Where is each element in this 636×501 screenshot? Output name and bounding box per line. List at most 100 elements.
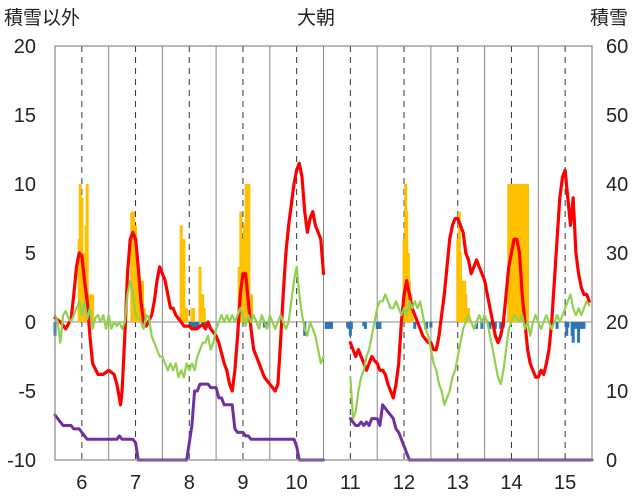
precip-bar — [405, 211, 409, 322]
precip-bar — [250, 294, 254, 322]
precip-bar — [362, 322, 366, 327]
precip-bar — [456, 239, 460, 322]
y-right-tick-label: 40 — [606, 174, 628, 196]
precip-bar — [429, 322, 433, 328]
precip-bar — [493, 322, 497, 329]
y-left-tick-label: 10 — [14, 174, 36, 196]
precip-bar — [85, 184, 89, 322]
precip-bar — [475, 322, 479, 329]
precip-bar — [190, 308, 194, 322]
precip-bar — [512, 184, 516, 322]
x-tick-label: 6 — [76, 472, 87, 494]
precipitation-bars — [53, 184, 586, 343]
x-tick-label: 7 — [130, 472, 141, 494]
precip-bar — [130, 211, 134, 322]
precip-bar — [190, 322, 194, 328]
precip-bar — [91, 294, 95, 322]
precip-bar — [410, 308, 414, 322]
x-tick-label: 14 — [500, 472, 522, 494]
precip-bar — [565, 322, 569, 336]
precip-bar — [464, 294, 468, 322]
y-right-tick-label: 60 — [606, 36, 628, 58]
left-axis-title: 積雪以外 — [4, 7, 80, 29]
precip-bar — [179, 225, 183, 322]
x-tick-label: 15 — [554, 472, 576, 494]
precip-bar — [574, 322, 578, 329]
series-line-0-0 — [53, 161, 326, 407]
precip-bar — [582, 322, 586, 329]
plot-border — [54, 45, 593, 461]
y-left-tick-label: 5 — [25, 243, 36, 265]
precip-bar — [577, 322, 581, 343]
x-tick-label: 11 — [340, 472, 361, 494]
x-tick-label: 12 — [393, 472, 415, 494]
precip-bar — [378, 322, 382, 329]
chart-title: 大朝 — [297, 7, 335, 29]
precip-bar — [480, 322, 484, 329]
precip-bar — [507, 184, 511, 322]
precip-bar — [185, 308, 189, 322]
y-right-tick-label: 50 — [606, 105, 628, 127]
precip-bar — [141, 280, 145, 322]
series-line-1-1 — [349, 293, 591, 420]
precip-bar — [201, 294, 205, 322]
precip-bar — [461, 294, 465, 322]
precip-bar — [202, 308, 206, 322]
y-left-tick-label: -10 — [7, 450, 36, 472]
precip-bar — [330, 322, 334, 329]
precip-bar — [571, 322, 575, 343]
series-lines — [53, 161, 594, 462]
precip-bar — [515, 184, 519, 322]
precip-bar — [239, 211, 243, 322]
precip-bar — [194, 322, 198, 329]
x-tick-label: 10 — [286, 472, 308, 494]
precip-bar — [458, 253, 462, 322]
series-line-2-1 — [348, 403, 594, 462]
precip-bar — [182, 239, 186, 322]
precip-bar — [131, 211, 135, 322]
precip-bar — [192, 308, 196, 322]
precip-bar — [324, 322, 328, 329]
y-right-tick-label: 30 — [606, 243, 628, 265]
precip-bar — [526, 184, 530, 322]
precip-bar — [566, 322, 570, 328]
precip-bar — [193, 322, 197, 329]
series-line-0-1 — [348, 168, 591, 400]
precip-bar — [347, 322, 351, 329]
precip-bar — [413, 322, 417, 329]
precip-bar — [196, 322, 200, 328]
x-tick-label: 9 — [237, 472, 248, 494]
precip-bar — [488, 322, 492, 329]
series-line-1-0 — [53, 265, 325, 379]
precip-bar — [402, 239, 406, 322]
precip-bar — [523, 184, 527, 322]
y-right-tick-label: 10 — [606, 381, 628, 403]
y-right-tick-label: 20 — [606, 312, 628, 334]
y-right-tick-label: 0 — [606, 450, 617, 472]
precip-bar — [245, 184, 249, 322]
y-left-tick-label: -5 — [18, 381, 36, 403]
precip-bar — [579, 322, 583, 329]
right-axis-title: 積雪 — [590, 7, 628, 29]
precip-bar — [247, 184, 251, 322]
precip-bar — [363, 322, 367, 329]
series-line-2-0 — [53, 382, 325, 462]
precip-bar — [135, 266, 139, 322]
tick-labels: -10 -5 0 5 10 15 20 0 10 20 30 40 50 60 6 7 8 9 10 11 12 13 14… — [7, 36, 628, 494]
y-left-tick-label: 20 — [14, 36, 36, 58]
x-tick-label: 13 — [447, 472, 469, 494]
y-left-tick-label: 15 — [14, 105, 36, 127]
precip-bar — [349, 322, 353, 329]
precip-bar — [138, 294, 142, 322]
plot-frame — [54, 45, 593, 461]
precip-bar — [520, 184, 524, 322]
precip-bar — [499, 322, 503, 329]
precip-bar — [555, 322, 559, 329]
precip-bar — [327, 322, 331, 329]
precip-bar — [199, 294, 203, 322]
x-tick-label: 8 — [184, 472, 195, 494]
precip-bar — [425, 322, 429, 329]
y-left-tick-label: 0 — [25, 312, 36, 334]
precip-bar — [134, 225, 138, 322]
